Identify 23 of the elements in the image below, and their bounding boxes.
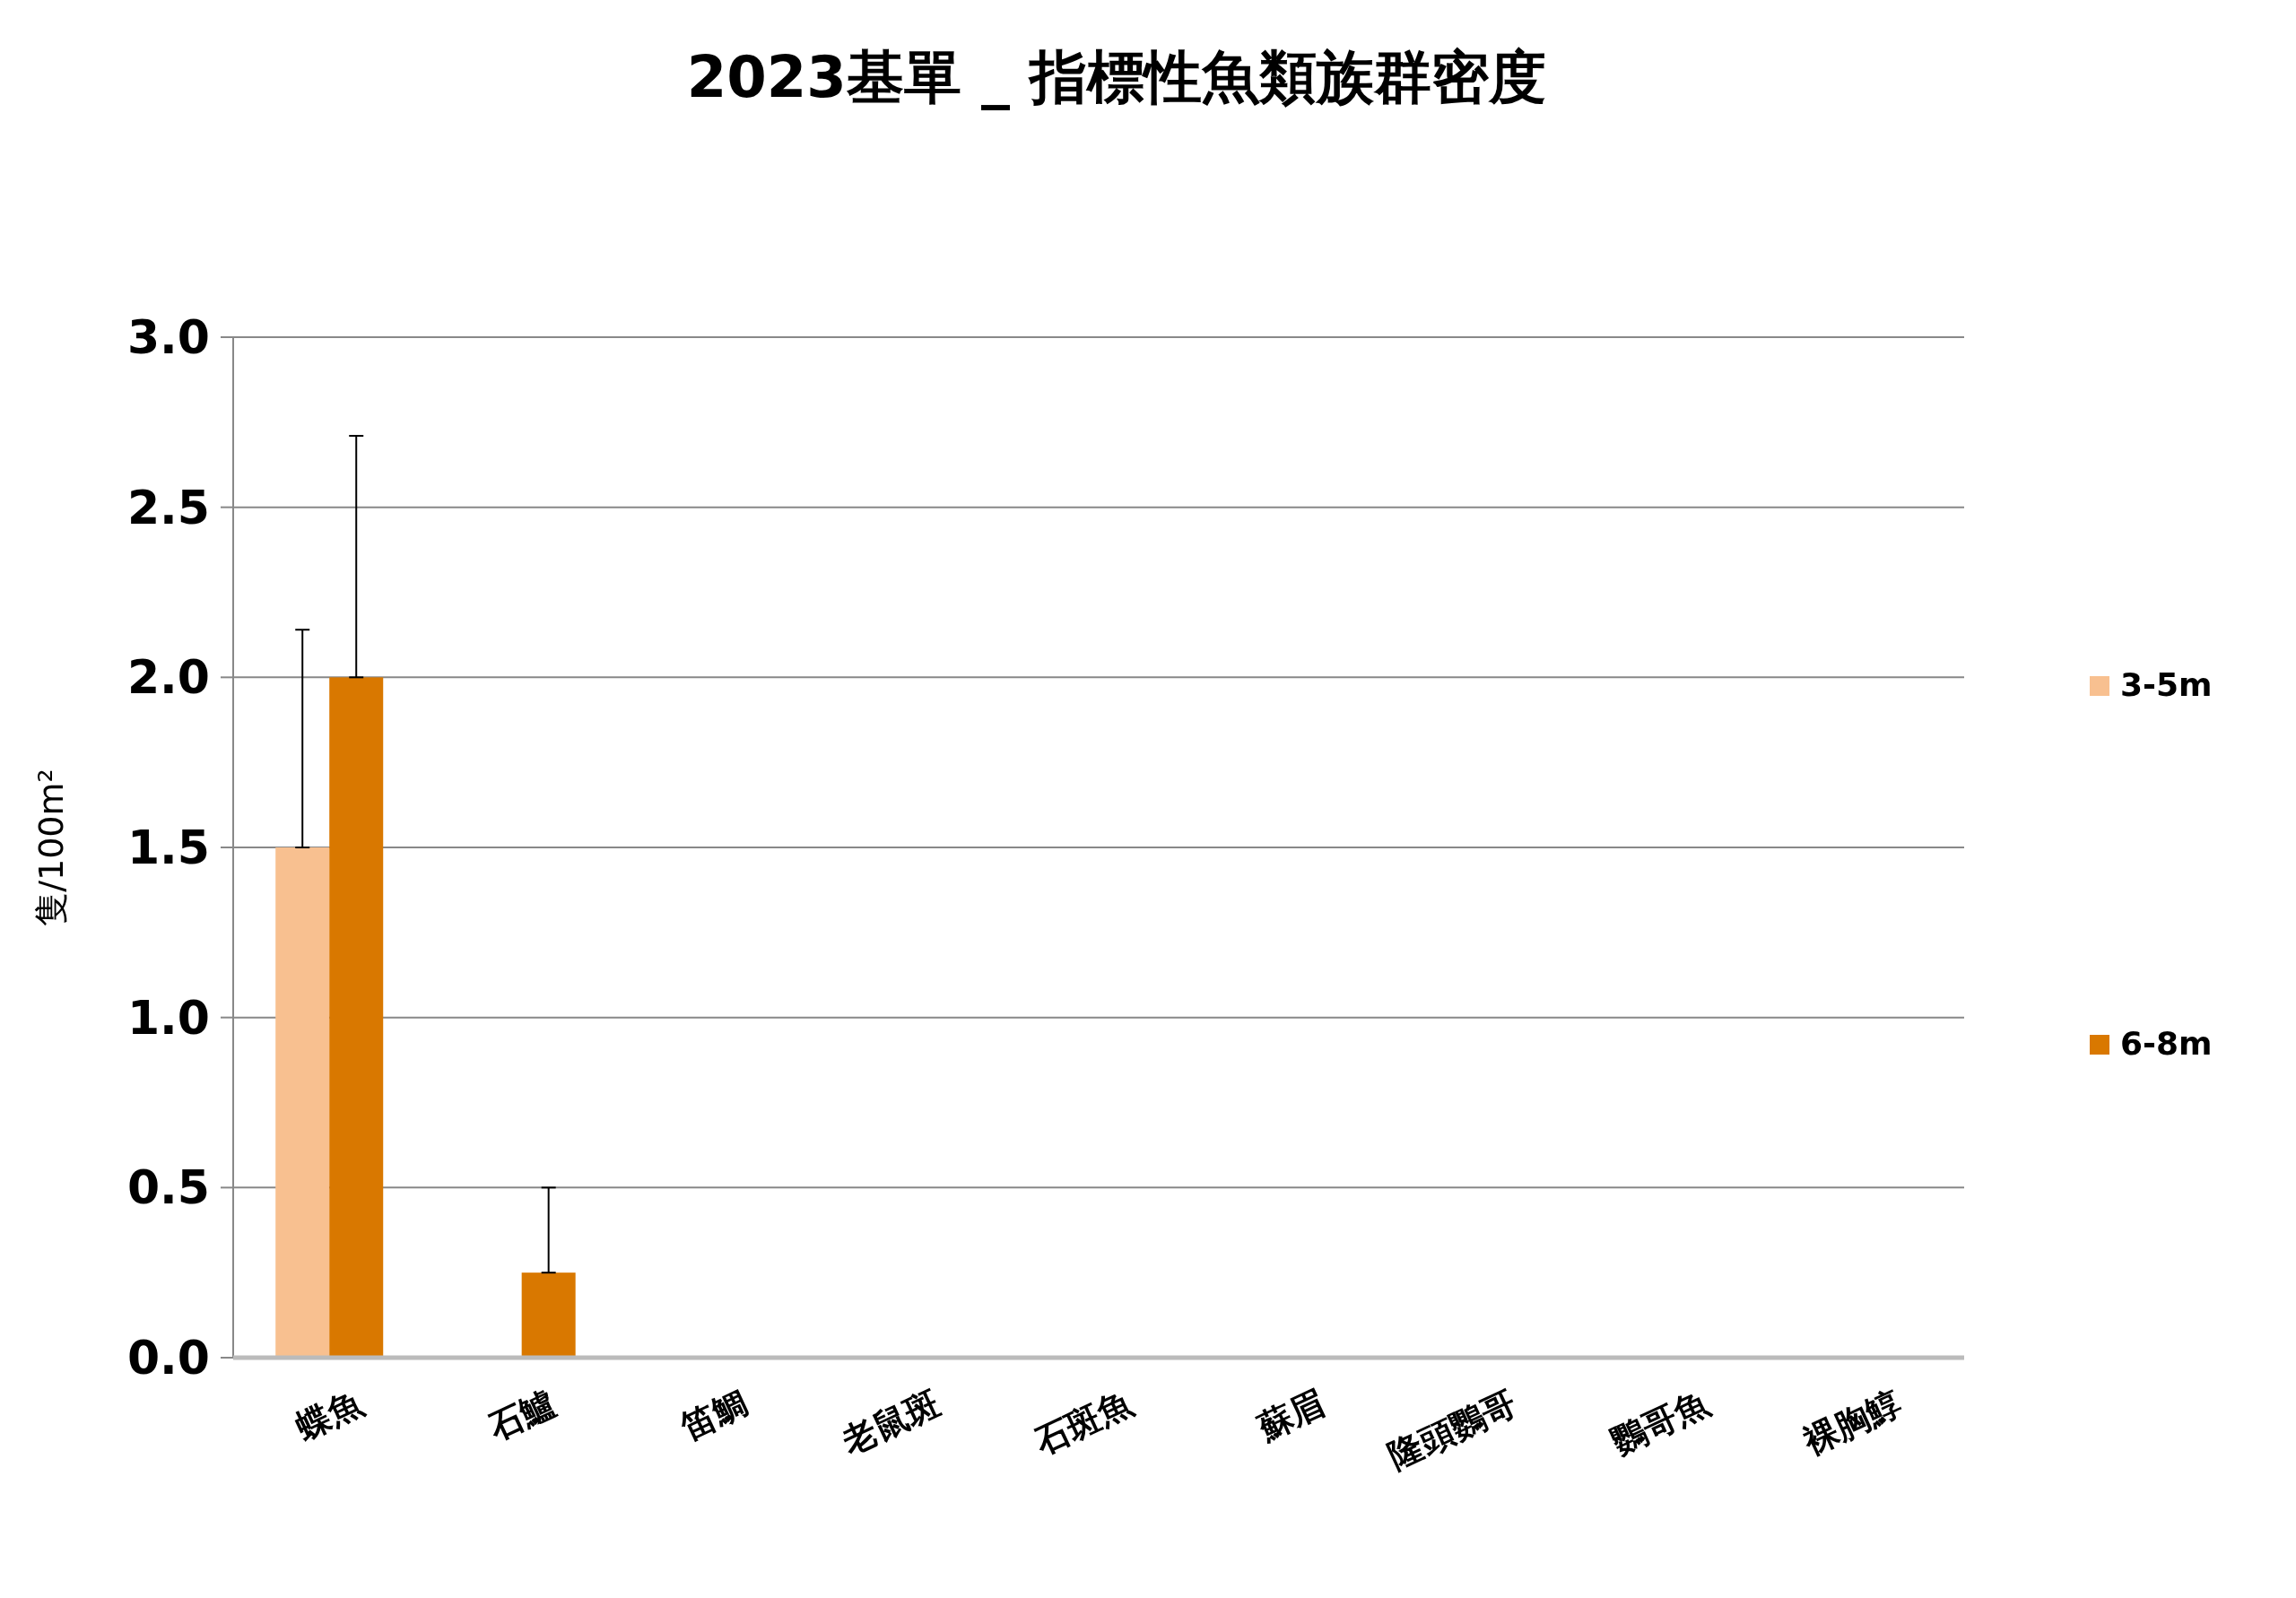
x-tick-label: 隆頭鸚哥 [1382, 1383, 1523, 1477]
y-axis-title: 隻/100m² [31, 769, 71, 926]
y-tick-label: 2.5 [126, 480, 210, 534]
y-tick-label: 2.0 [126, 650, 210, 705]
legend-label: 6-8m [2120, 1025, 2213, 1062]
y-tick-label: 1.0 [126, 990, 210, 1045]
bar [521, 1272, 576, 1358]
y-tick-label: 3.0 [126, 310, 210, 364]
x-tick-label: 鸚哥魚 [1605, 1382, 1717, 1463]
x-tick-label: 蘇眉 [1250, 1383, 1331, 1448]
bar [329, 677, 384, 1358]
x-tick-label: 笛鯛 [674, 1383, 753, 1448]
legend-label: 3-5m [2120, 666, 2213, 703]
chart-title: 2023基單 _ 指標性魚類族群密度 [686, 44, 1547, 110]
y-tick-label: 0.5 [126, 1160, 210, 1215]
x-tick-label: 石鱸 [482, 1383, 561, 1448]
x-tick-label: 裸胸鯙 [1796, 1383, 1908, 1463]
x-tick-label: 老鼠斑 [835, 1383, 946, 1463]
y-tick-label: 0.0 [126, 1331, 210, 1385]
x-tick-label: 蝶魚 [289, 1382, 370, 1448]
x-tick-label: 石斑魚 [1027, 1382, 1139, 1463]
bar [275, 847, 330, 1358]
y-tick-label: 1.5 [126, 821, 210, 874]
